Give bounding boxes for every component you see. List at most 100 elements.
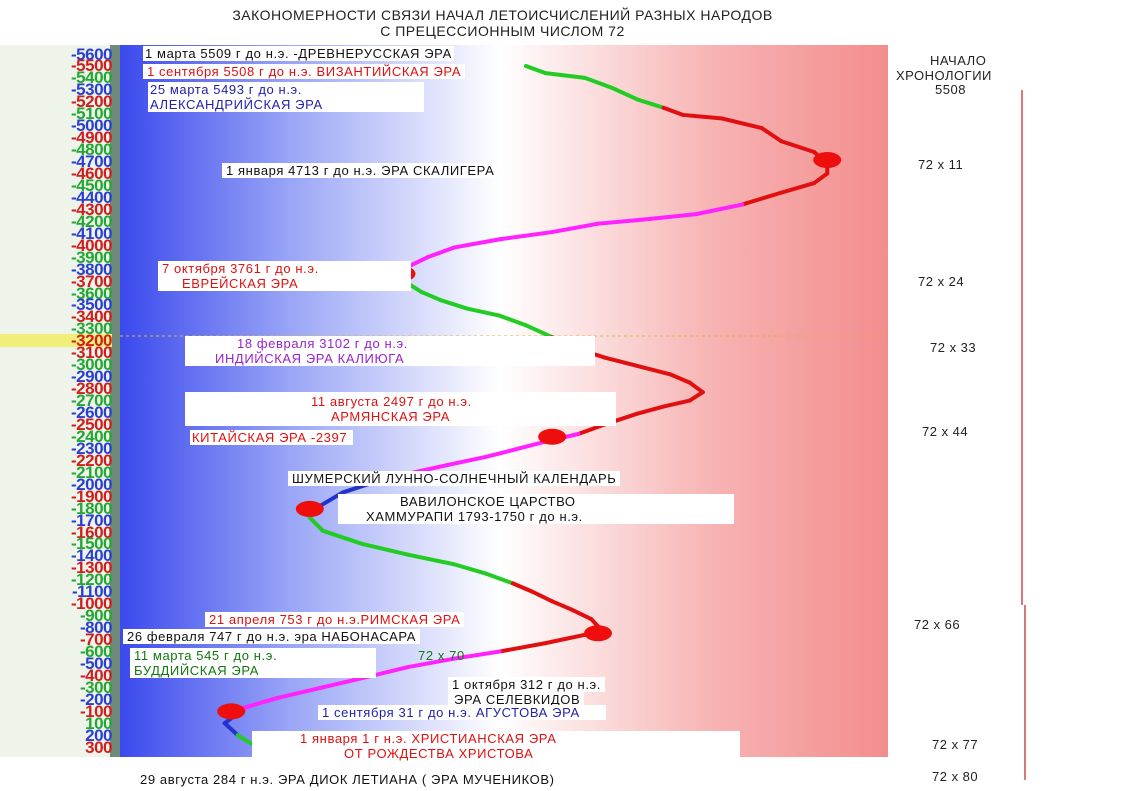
curve-segment [320,674,371,690]
curve-segment [438,298,469,311]
y-tick-label: -4900 [71,128,112,148]
y-tick-label: -900 [79,606,113,626]
curve-segment [668,372,692,385]
curve-segment [451,649,502,661]
curve-segment [582,75,614,90]
label-armenian-era: АРМЯНСКАЯ ЭРА [185,409,616,426]
label-nabonassar-era: 26 февраля 747 г до н.э. эра НАБОНАСАРА [123,629,421,644]
label-72x70: 72 х 70 [418,648,465,663]
curve-segment [445,454,489,468]
label-christian-era: ОТ РОЖДЕСТВА ХРИСТОВА [252,746,740,761]
curve-segment [596,216,653,226]
y-tick-label: -2000 [71,474,112,494]
curve-segment [576,422,607,437]
curve-segment [530,589,555,604]
curve-segment [661,398,692,409]
y-tick-label: -3100 [71,343,112,363]
curve-segment [406,656,456,670]
curve-segment [275,685,325,701]
right-heading-3: 5508 [935,82,966,97]
y-tick-label: -1800 [71,498,112,518]
label-scaliger-era: 1 января 4713 г до н.э. ЭРА СКАЛИГЕРА [222,163,503,178]
y-tick-label: -800 [79,618,113,638]
y-tick-label: -500 [79,653,113,673]
curve-segment [720,116,764,131]
curve-segment [635,363,673,377]
label-seleucid-era: ЭРА СЕЛЕВКИДОВ [448,692,585,707]
curve-segment [523,323,555,340]
curve-segment [360,541,411,557]
y-tick-label: -1600 [71,522,112,542]
curve-segment [484,446,522,459]
y-tick-label: -2900 [71,367,112,387]
label-alexandrian-date: 25 марта 5493 г до н.э. [148,82,424,97]
y-tick-label: -2600 [71,403,112,422]
curve-segment [687,390,705,403]
y-tick-label: -3300 [71,319,112,339]
y-tick-label: -2500 [71,414,112,434]
curve-segment [550,221,600,235]
y-tick-label: -3800 [71,259,112,279]
y-tick-label: -200 [79,689,113,709]
y-tick-label: -2700 [71,391,112,411]
right-heading-2: ХРОНОЛОГИИ [896,68,992,83]
y-tick-label: -2100 [71,462,112,482]
curve-segment [242,696,280,710]
curve-segment [661,105,686,117]
curve-segment [759,126,784,144]
y-tick-label: -600 [79,642,113,661]
curve-segment [569,607,594,622]
multiple-72x80: 72 х 80 [932,769,979,784]
y-tick-label: -5300 [71,80,112,100]
y-tick-label: -3200 [0,332,113,349]
right-heading-1: НАЧАЛО [930,53,987,68]
y-tick-label: -700 [79,630,113,650]
y-tick-label: -5200 [71,92,112,112]
label-buddhist-date: 11 марта 545 г до н.э. [130,648,376,663]
curve-segment [779,139,817,154]
y-tick-label: 200 [85,725,112,745]
y-tick-label: -1000 [71,594,112,614]
label-babylon-title: ВАВИЛОНСКОЕ ЦАРСТВО [338,494,734,509]
y-tick-label: -5600 [71,44,112,64]
curve-segment [235,733,253,746]
era-point [217,703,246,720]
y-tick-label: -1700 [71,510,112,530]
label-byzantine-era: 1 сентября 5508 г до н.э. ВИЗАНТИЙСКАЯ Э… [143,64,466,79]
curve-segment [222,721,240,738]
curve-segment [320,528,365,546]
y-tick-label: -3500 [71,295,112,315]
multiple-72x24: 72 х 24 [918,274,965,289]
era-point [538,428,567,445]
y-tick-label: -1900 [71,486,112,506]
label-indian-era: ИНДИЙСКАЯ ЭРА КАЛИЮГА [185,351,595,366]
curve-segment [635,404,666,416]
curve-segment [687,380,705,395]
curve-segment [550,599,574,612]
label-seleucid-date: 1 октября 312 г до н.э. [448,677,605,692]
curve-segment [812,171,830,186]
y-tick-label: -4200 [71,211,112,231]
curve-segment [497,641,548,654]
y-tick-label: -4700 [71,152,112,172]
y-tick-label: -1100 [71,582,113,602]
label-jewish-date: 7 октября 3761 г до н.э. [158,261,411,276]
label-roman-era: 21 апреля 753 г до н.э.РИМСКАЯ ЭРА [205,612,465,627]
curve-segment [543,71,587,80]
y-tick-label: -4100 [71,223,112,243]
y-tick-label: -1500 [71,534,112,554]
curve-segment [497,313,528,328]
curve-segment [523,63,548,76]
y-tick-label: -1400 [71,546,112,566]
curve-segment [681,112,725,121]
y-tick-label: -5400 [71,68,112,88]
label-indian-date: 18 февраля 3102 г до н.э. [185,336,595,351]
y-tick-label: -2800 [71,379,112,399]
y-tick-label: -100 [79,701,113,721]
y-tick-label: -3700 [71,271,112,291]
era-point [295,500,324,517]
curve-segment [740,190,784,207]
y-tick-label: -2300 [71,438,112,458]
y-tick-label: -2400 [71,426,112,446]
y-tick-label: -400 [79,665,113,685]
